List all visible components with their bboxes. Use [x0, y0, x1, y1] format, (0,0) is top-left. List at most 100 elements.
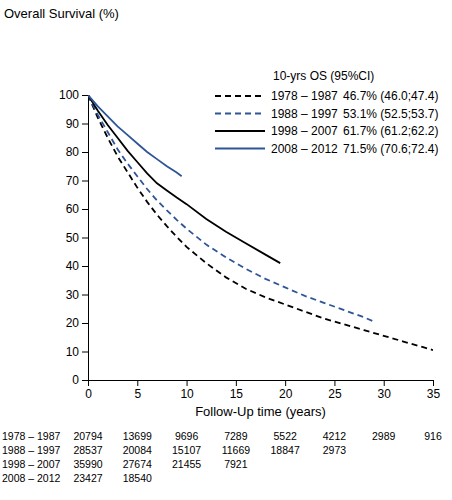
- y-tick-mark: [82, 238, 88, 239]
- x-tick-label: 5: [134, 387, 141, 401]
- risk-row-label: 1998 – 2007: [2, 458, 61, 470]
- risk-count: 35990: [73, 458, 102, 470]
- x-tick-mark: [88, 380, 89, 386]
- risk-count: 4212: [323, 430, 347, 442]
- risk-count: 18847: [271, 444, 300, 456]
- y-tick-label: 70: [66, 174, 80, 188]
- risk-count: 916: [424, 430, 442, 442]
- x-tick-mark: [433, 380, 434, 386]
- x-tick: 20: [279, 380, 293, 401]
- risk-table: 1978 – 1987 20794 13699 9696 7289 5522 4212 298…: [2, 430, 442, 484]
- x-axis-title: Follow-Up time (years): [195, 404, 326, 419]
- y-tick-label: 10: [66, 345, 80, 359]
- x-tick-mark: [384, 380, 385, 386]
- x-tick: 25: [328, 380, 342, 401]
- y-tick-mark: [82, 295, 88, 296]
- risk-count: 11669: [222, 444, 251, 456]
- x-tick-mark: [334, 380, 335, 386]
- y-tick-mark: [82, 124, 88, 125]
- y-tick: 0: [72, 373, 88, 387]
- x-tick: 15: [230, 380, 244, 401]
- legend-os: 46.7% (46.0;47.4): [343, 89, 438, 103]
- legend: 10-yrs OS (95%CI)1978 – 198746.7% (46.0;…: [215, 69, 438, 156]
- y-tick: 10: [66, 345, 88, 359]
- y-tick-mark: [82, 380, 88, 381]
- y-tick-mark: [82, 209, 88, 210]
- risk-count: 21455: [172, 458, 201, 470]
- y-tick-mark: [82, 323, 88, 324]
- x-tick-mark: [285, 380, 286, 386]
- legend-swatch: [215, 113, 265, 115]
- y-tick-mark: [82, 95, 88, 96]
- risk-count: 13699: [123, 430, 152, 442]
- x-tick-mark: [137, 380, 138, 386]
- x-axis: 0 5 10 15 20 25 30 35: [85, 380, 440, 401]
- legend-swatch: [215, 95, 265, 97]
- risk-count: 5522: [273, 430, 297, 442]
- y-tick: 20: [66, 316, 88, 330]
- y-tick-label: 50: [66, 231, 80, 245]
- y-tick-mark: [82, 152, 88, 153]
- risk-count: 2973: [323, 444, 347, 456]
- survival-line: [88, 95, 182, 176]
- legend-os: 61.7% (61.2;62.2): [343, 124, 438, 138]
- y-tick: 40: [66, 259, 88, 273]
- x-tick-mark: [236, 380, 237, 386]
- y-tick-label: 60: [66, 202, 80, 216]
- legend-label: 1978 – 1987: [271, 89, 338, 103]
- risk-count: 18540: [123, 472, 152, 484]
- x-tick: 30: [378, 380, 392, 401]
- x-tick-label: 15: [230, 387, 244, 401]
- risk-count: 27674: [123, 458, 152, 470]
- risk-row-label: 2008 – 2012: [2, 472, 61, 484]
- survival-line: [88, 95, 280, 263]
- y-tick-label: 100: [59, 88, 79, 102]
- x-tick: 0: [85, 380, 92, 401]
- y-axis-title: Overall Survival (%): [4, 6, 119, 21]
- x-tick-label: 0: [85, 387, 92, 401]
- risk-row-label: 1978 – 1987: [2, 430, 61, 442]
- legend-label: 1988 – 1997: [271, 107, 338, 121]
- y-tick-label: 0: [72, 373, 79, 387]
- x-tick-label: 10: [180, 387, 194, 401]
- y-tick-mark: [82, 266, 88, 267]
- risk-count: 7921: [224, 458, 248, 470]
- y-tick-label: 20: [66, 316, 80, 330]
- x-tick: 5: [134, 380, 141, 401]
- risk-count: 20084: [123, 444, 152, 456]
- y-tick-label: 90: [66, 117, 80, 131]
- x-tick-label: 25: [328, 387, 342, 401]
- risk-row-label: 1988 – 1997: [2, 444, 61, 456]
- x-tick: 35: [427, 380, 441, 401]
- risk-count: 20794: [73, 430, 102, 442]
- x-axis-line: [89, 380, 434, 381]
- legend-swatch: [215, 148, 265, 150]
- chart: 0 10 20 30 40 50 60 70 80 90 100 0 5 10 15 20 25 30 35 Over…: [0, 0, 452, 500]
- risk-count: 23427: [73, 472, 102, 484]
- y-tick: 90: [66, 117, 88, 131]
- risk-count: 7289: [224, 430, 248, 442]
- legend-os: 71.5% (70.6;72.4): [343, 142, 438, 156]
- y-tick-mark: [82, 181, 88, 182]
- y-axis-line: [88, 96, 89, 381]
- x-tick-mark: [187, 380, 188, 386]
- y-tick: 60: [66, 202, 88, 216]
- y-tick-label: 80: [66, 145, 80, 159]
- y-tick-label: 40: [66, 259, 80, 273]
- survival-line: [88, 95, 374, 322]
- legend-swatch: [215, 130, 265, 132]
- x-tick-label: 30: [378, 387, 392, 401]
- y-tick: 30: [66, 288, 88, 302]
- y-tick: 80: [66, 145, 88, 159]
- risk-count: 2989: [372, 430, 396, 442]
- y-tick-label: 30: [66, 288, 80, 302]
- y-tick-mark: [82, 352, 88, 353]
- risk-count: 9696: [175, 430, 199, 442]
- x-tick-label: 20: [279, 387, 293, 401]
- legend-os: 53.1% (52.5;53.7): [343, 107, 438, 121]
- y-tick: 70: [66, 174, 88, 188]
- y-axis: 0 10 20 30 40 50 60 70 80 90 100: [59, 88, 89, 387]
- y-tick: 50: [66, 231, 88, 245]
- legend-label: 2008 – 2012: [271, 142, 338, 156]
- legend-label: 1998 – 2007: [271, 124, 338, 138]
